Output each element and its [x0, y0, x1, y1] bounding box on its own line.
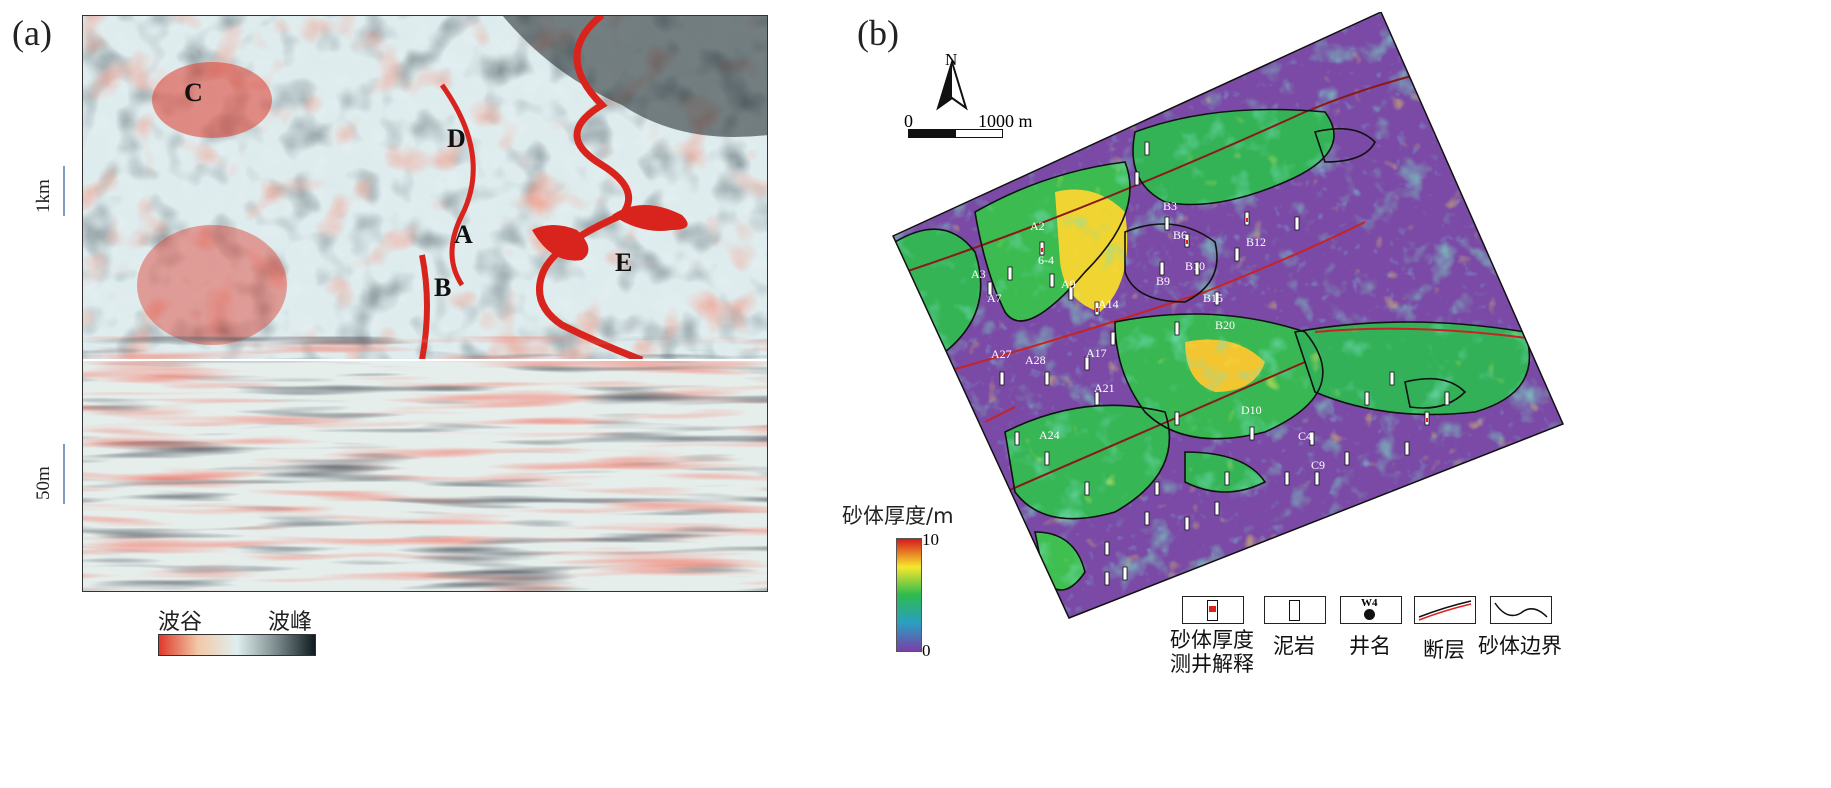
well-label-a14: A14	[1098, 297, 1119, 311]
well-label-a17: A17	[1086, 346, 1107, 360]
legend-mudstone-label: 泥岩	[1273, 634, 1315, 658]
feature-label-c: C	[184, 78, 203, 107]
well-label-c4: C4	[1298, 429, 1312, 443]
north-arrow-icon	[936, 58, 968, 111]
panel-a-label: (a)	[12, 13, 52, 53]
seismic-colorbar	[158, 634, 316, 656]
well-label-b20: B20	[1215, 318, 1235, 332]
legend-well-name-label: 井名	[1349, 634, 1391, 658]
legend-fault-label: 断层	[1423, 638, 1465, 662]
colorbar-peak-label: 波峰	[268, 610, 313, 635]
well-label-b15: B15	[1203, 291, 1223, 305]
scale-end-label: 1000 m	[978, 111, 1033, 131]
legend-sand-well-label: 砂体厚度 测井解释	[1170, 628, 1254, 676]
mudstone-well-icon	[1264, 596, 1326, 624]
thickness-colorbar	[896, 538, 922, 652]
scale-label-50m: 50m	[33, 466, 54, 500]
colorbar-trough-label: 波谷	[158, 610, 203, 635]
well-label-b10: B10	[1185, 259, 1205, 273]
feature-label-b: B	[434, 273, 451, 302]
well-name-icon: W4	[1340, 596, 1402, 624]
well-label-a24: A24	[1039, 428, 1060, 442]
fault-icon	[1414, 596, 1476, 624]
well-label-a27: A27	[991, 347, 1012, 361]
legend-sand-boundary-label: 砂体边界	[1478, 634, 1562, 658]
thickness-colorbar-title: 砂体厚度/m	[842, 504, 954, 528]
scale-bar-50m	[63, 444, 65, 504]
feature-label-e: E	[615, 248, 632, 277]
feature-label-a: A	[454, 220, 473, 249]
well-label-6-4: 6-4	[1038, 253, 1054, 267]
sand-boundary-icon	[1490, 596, 1552, 624]
well-label-d10: D10	[1241, 403, 1262, 417]
sand-well-icon	[1182, 596, 1244, 624]
well-label-a3: A3	[971, 267, 986, 281]
well-label-b3: B3	[1163, 199, 1177, 213]
well-label-b9: B9	[1156, 274, 1170, 288]
panel-b-label: (b)	[857, 13, 899, 53]
well-label-a28: A28	[1025, 353, 1046, 367]
north-label: N	[945, 50, 958, 69]
well-label-c9: C9	[1311, 458, 1325, 472]
sand-thickness-map: A2 A3 A7 A9 6-4 A14 A17 A21 A24 A27 A28 …	[892, 12, 1565, 619]
scale-label-1km: 1km	[33, 179, 54, 213]
scale-bar-1km	[63, 166, 65, 216]
well-label-b6: B6	[1173, 228, 1187, 242]
well-label-b12: B12	[1246, 235, 1266, 249]
scale-start-label: 0	[904, 111, 913, 131]
thickness-colorbar-min: 0	[922, 641, 931, 660]
well-label-a2: A2	[1030, 219, 1045, 233]
well-label-a9: A9	[1061, 277, 1076, 291]
thickness-colorbar-max: 10	[922, 530, 939, 549]
seismic-panel: A B C D E	[82, 15, 768, 592]
well-label-a21: A21	[1094, 381, 1115, 395]
well-label-a7: A7	[987, 291, 1002, 305]
scale-bar-white	[955, 129, 1003, 138]
feature-label-d: D	[447, 124, 466, 153]
